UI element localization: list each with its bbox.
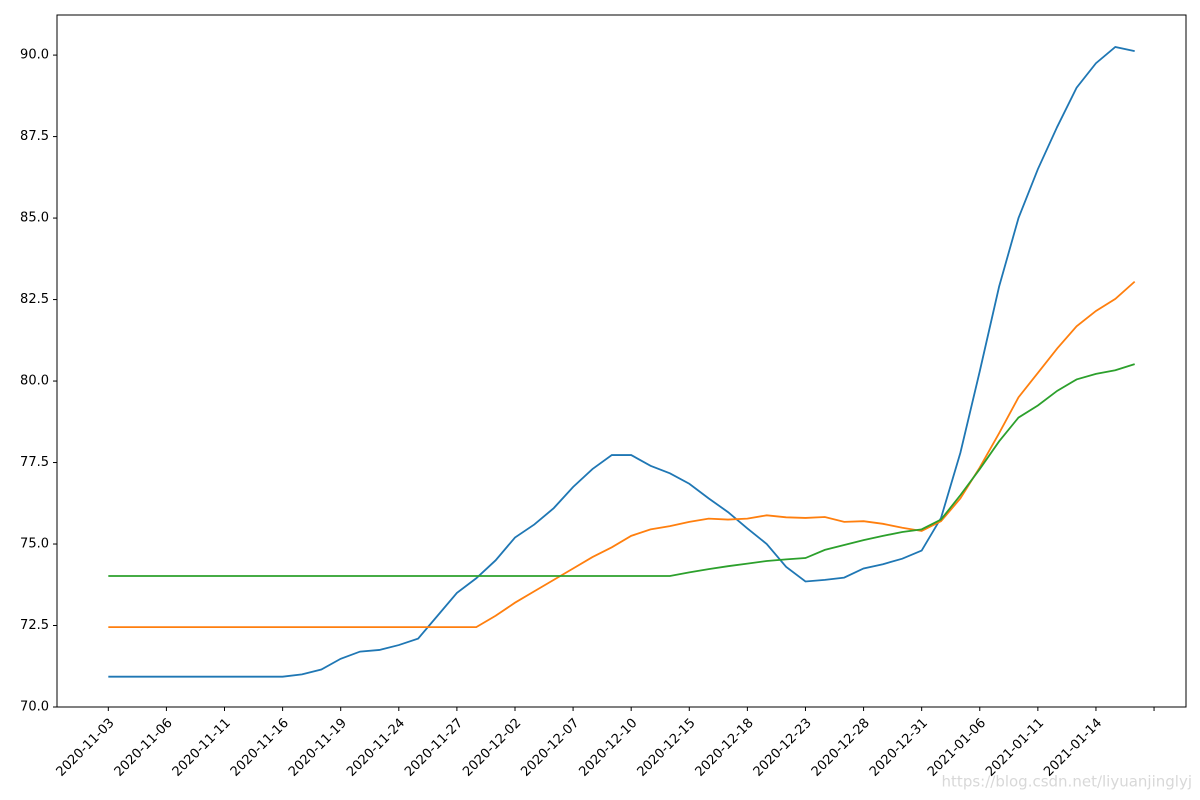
y-tick-label: 77.5 bbox=[20, 455, 49, 470]
y-tick-label: 70.0 bbox=[20, 700, 49, 715]
y-tick-label: 72.5 bbox=[20, 618, 49, 633]
watermark: https://blog.csdn.net/liyuanjinglyj bbox=[942, 773, 1192, 791]
y-tick-label: 90.0 bbox=[20, 48, 49, 63]
y-tick-label: 80.0 bbox=[20, 374, 49, 389]
y-tick-label: 75.0 bbox=[20, 537, 49, 552]
line-series bbox=[108, 280, 1136, 629]
line-series bbox=[108, 45, 1135, 678]
y-tick-label: 82.5 bbox=[20, 292, 49, 307]
y-tick-label: 85.0 bbox=[20, 211, 49, 226]
line-series bbox=[108, 363, 1135, 577]
plot-frame bbox=[56, 14, 1187, 708]
y-tick-label: 87.5 bbox=[20, 129, 49, 144]
